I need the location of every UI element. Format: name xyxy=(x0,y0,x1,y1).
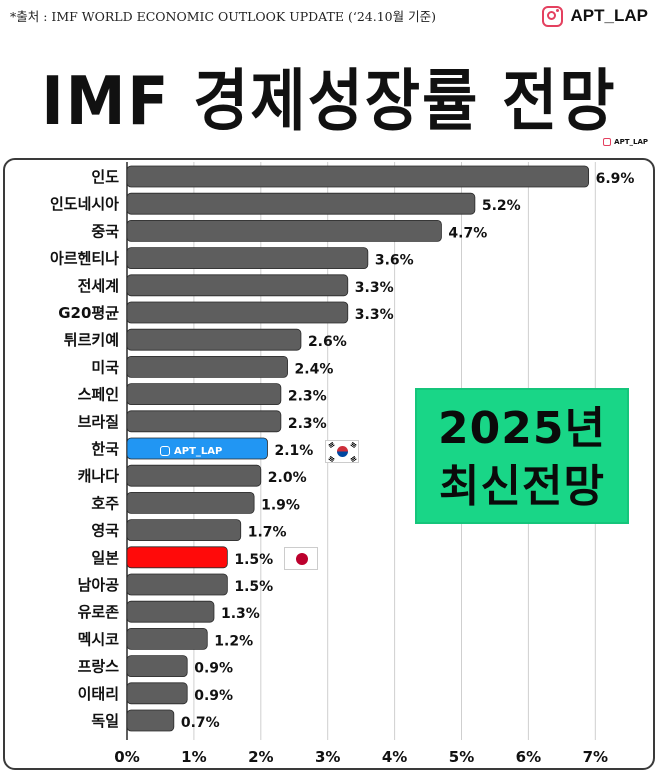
bar-watermark-handle: APT_LAP xyxy=(174,445,223,457)
bar xyxy=(126,247,369,270)
category-label: G20평균 xyxy=(58,304,119,322)
brand-handle: APT_LAP xyxy=(570,6,648,25)
category-label: 독일 xyxy=(91,712,119,730)
category-label: 튀르키예 xyxy=(64,331,119,349)
category-label: 프랑스 xyxy=(78,658,120,676)
x-tick-label: 2% xyxy=(248,748,273,766)
category-label: 유로존 xyxy=(78,603,120,621)
category-label: 한국 xyxy=(91,440,119,458)
category-label: 미국 xyxy=(91,358,119,376)
category-label: 인도 xyxy=(91,168,119,186)
category-label: 중국 xyxy=(91,222,119,240)
japan-flag-icon xyxy=(284,547,318,570)
badge-year: 2025년 xyxy=(438,403,606,454)
category-label: 이태리 xyxy=(78,685,119,703)
value-label: 2.4% xyxy=(295,361,334,377)
bar xyxy=(126,491,255,514)
category-label: 멕시코 xyxy=(78,630,120,648)
value-label: 2.6% xyxy=(308,334,347,350)
bar xyxy=(126,355,288,378)
bar xyxy=(126,600,215,623)
instagram-icon xyxy=(160,446,170,456)
bar xyxy=(126,546,228,569)
bar xyxy=(126,274,349,297)
bar xyxy=(126,328,302,351)
value-label: 4.7% xyxy=(448,225,487,241)
source-note: *출처 : IMF WORLD ECONOMIC OUTLOOK UPDATE … xyxy=(10,9,436,24)
small-brand: APT_LAP xyxy=(603,138,648,146)
category-label: 아르헨티나 xyxy=(50,250,119,268)
instagram-icon xyxy=(541,5,563,27)
value-label: 1.2% xyxy=(214,633,253,649)
bar xyxy=(126,573,228,596)
bar xyxy=(126,301,349,324)
bar xyxy=(126,655,188,677)
value-label: 2.3% xyxy=(288,416,327,432)
value-label: 1.5% xyxy=(234,552,273,568)
value-label: 1.5% xyxy=(234,579,273,595)
bar xyxy=(126,165,590,188)
forecast-badge: 2025년 최신전망 xyxy=(417,390,627,522)
value-label: 2.0% xyxy=(268,470,307,486)
value-label: 6.9% xyxy=(596,171,635,187)
category-label: 스페인 xyxy=(78,386,119,404)
korea-flag-icon xyxy=(325,440,359,463)
value-label: 0.9% xyxy=(194,688,233,704)
category-label: 인도네시아 xyxy=(50,195,119,213)
x-tick-label: 0% xyxy=(114,748,139,766)
value-label: 3.3% xyxy=(355,280,394,296)
value-label: 1.7% xyxy=(248,525,287,541)
bar xyxy=(126,192,476,215)
category-label: 일본 xyxy=(91,549,119,567)
value-label: 0.7% xyxy=(181,715,220,731)
x-tick-label: 7% xyxy=(583,748,608,766)
category-label: 전세계 xyxy=(78,277,119,295)
page-title: IMF 경제성장률 전망 xyxy=(41,62,617,141)
x-tick-label: 4% xyxy=(382,748,407,766)
bar xyxy=(126,682,188,705)
category-label: 호주 xyxy=(91,494,119,512)
category-label: 캐나다 xyxy=(78,467,120,485)
x-tick-label: 1% xyxy=(181,748,206,766)
bar xyxy=(126,383,282,406)
bar xyxy=(126,219,442,242)
bar xyxy=(126,464,262,487)
value-label: 1.3% xyxy=(221,606,260,622)
category-label: 남아공 xyxy=(78,576,120,594)
bar xyxy=(126,410,282,433)
x-tick-label: 5% xyxy=(449,748,474,766)
bar xyxy=(126,709,175,732)
x-tick-label: 6% xyxy=(516,748,541,766)
value-label: 1.9% xyxy=(261,497,300,513)
bar-watermark: APT_LAP xyxy=(160,442,222,460)
value-label: 3.3% xyxy=(355,307,394,323)
value-label: 2.1% xyxy=(274,443,313,459)
badge-subtitle: 최신전망 xyxy=(439,461,605,512)
small-brand-handle: APT_LAP xyxy=(614,138,648,146)
bar xyxy=(126,519,242,541)
instagram-icon xyxy=(603,138,612,146)
value-label: 2.3% xyxy=(288,389,327,405)
value-label: 5.2% xyxy=(482,198,521,214)
brand-badge[interactable]: APT_LAP xyxy=(541,3,648,29)
bar xyxy=(126,628,208,650)
value-label: 3.6% xyxy=(375,253,414,269)
x-tick-label: 3% xyxy=(315,748,340,766)
category-label: 영국 xyxy=(91,522,119,540)
category-label: 브라질 xyxy=(78,413,119,431)
value-label: 0.9% xyxy=(194,661,233,677)
